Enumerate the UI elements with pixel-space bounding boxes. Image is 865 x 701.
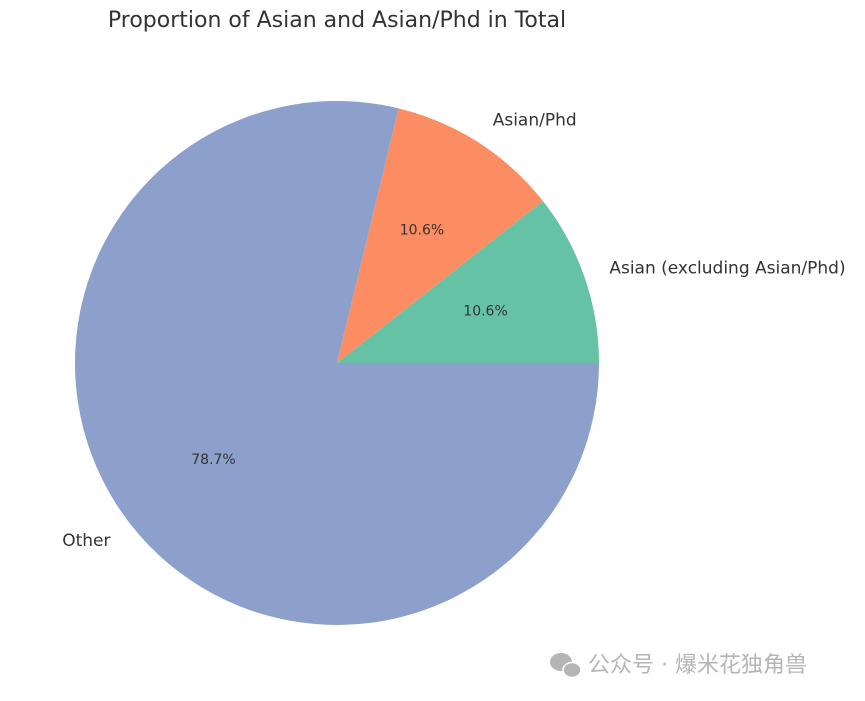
percent-label: 10.6% [463,304,507,320]
slice-label: Asian (excluding Asian/Phd) [609,259,845,279]
watermark-icon [550,653,582,679]
pie-slice [337,200,599,363]
slice-label: Other [62,531,110,551]
watermark: 公众号 · 爆米花独角兽 [588,653,807,678]
pie-slice [337,108,543,363]
pie-slice [75,101,600,626]
percent-label: 10.6% [400,223,444,239]
slice-label: Asian/Phd [493,110,577,130]
chart-title: Proportion of Asian and Asian/Phd in Tot… [108,8,566,33]
percent-label: 78.7% [191,452,235,468]
